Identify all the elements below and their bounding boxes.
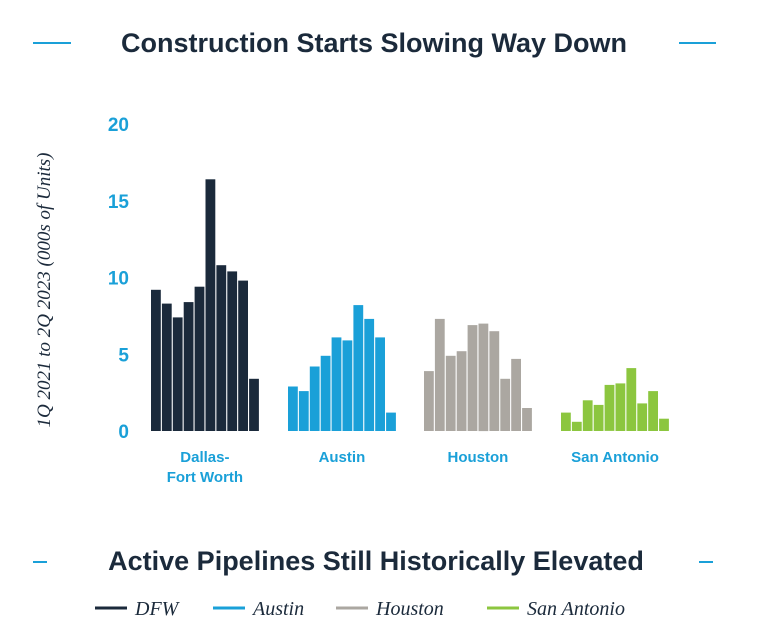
bar-houston	[511, 358, 521, 431]
category-labels: Dallas- Fort Worth Austin Houston San Antoni…	[167, 449, 659, 486]
bar-san-antonio	[659, 418, 669, 431]
bar-austin	[331, 337, 342, 431]
bar-san-antonio	[571, 421, 582, 431]
y-tick-label: 0	[118, 422, 129, 443]
bar-austin	[288, 386, 298, 431]
bar-dfw	[227, 271, 238, 431]
bar-dfw	[161, 303, 172, 431]
bar-houston	[434, 318, 445, 431]
y-axis-ticks: 0 5 10 15 20	[108, 115, 130, 443]
category-label: Dallas-	[180, 449, 229, 466]
y-tick-label: 5	[118, 345, 129, 366]
bar-houston	[445, 355, 456, 431]
legend-label: Austin	[251, 598, 304, 620]
bar-dfw	[216, 265, 227, 431]
legend: DFW Austin Houston San Antonio	[95, 598, 625, 620]
bar-san-antonio	[637, 403, 648, 431]
bar-austin	[342, 340, 353, 431]
chart-title: Construction Starts Slowing Way Down	[121, 28, 627, 58]
bar-austin	[353, 305, 364, 431]
bar-austin	[320, 355, 331, 431]
y-axis-label: 1Q 2021 to 2Q 2023 (000s of Units)	[34, 153, 55, 428]
bar-san-antonio	[626, 368, 637, 431]
bar-dfw	[151, 289, 161, 431]
bar-san-antonio	[615, 383, 626, 431]
bar-austin	[375, 337, 385, 431]
bar-dfw	[205, 179, 216, 431]
legend-label: San Antonio	[527, 598, 625, 620]
bar-dfw	[194, 286, 205, 431]
bar-san-antonio	[593, 404, 604, 431]
chart-subtitle: Active Pipelines Still Historically Elev…	[108, 546, 644, 576]
bar-houston	[456, 351, 467, 431]
bar-austin	[364, 318, 375, 431]
legend-label: Houston	[375, 598, 444, 620]
bar-houston	[467, 325, 478, 431]
legend-label: DFW	[134, 598, 181, 620]
bar-dfw	[172, 317, 183, 431]
bar-houston	[424, 371, 434, 431]
bar-san-antonio	[648, 391, 658, 431]
category-label: Austin	[319, 449, 366, 466]
bar-san-antonio	[561, 412, 571, 431]
category-label: Houston	[447, 449, 508, 466]
bar-austin	[386, 412, 396, 431]
y-tick-label: 15	[108, 192, 130, 213]
y-tick-label: 20	[108, 115, 129, 136]
bars	[151, 179, 669, 432]
bar-dfw	[249, 378, 259, 431]
bar-houston	[522, 408, 532, 431]
bar-dfw	[238, 280, 248, 431]
y-tick-label: 10	[108, 269, 129, 290]
bar-dfw	[183, 302, 194, 431]
bar-san-antonio	[582, 400, 593, 431]
bar-austin	[298, 391, 309, 431]
category-label: San Antonio	[571, 449, 659, 466]
bar-houston	[478, 323, 489, 432]
bar-austin	[309, 366, 320, 431]
bar-houston	[500, 378, 511, 431]
bar-san-antonio	[604, 384, 615, 431]
category-label: Fort Worth	[167, 469, 243, 486]
bar-houston	[489, 331, 500, 431]
